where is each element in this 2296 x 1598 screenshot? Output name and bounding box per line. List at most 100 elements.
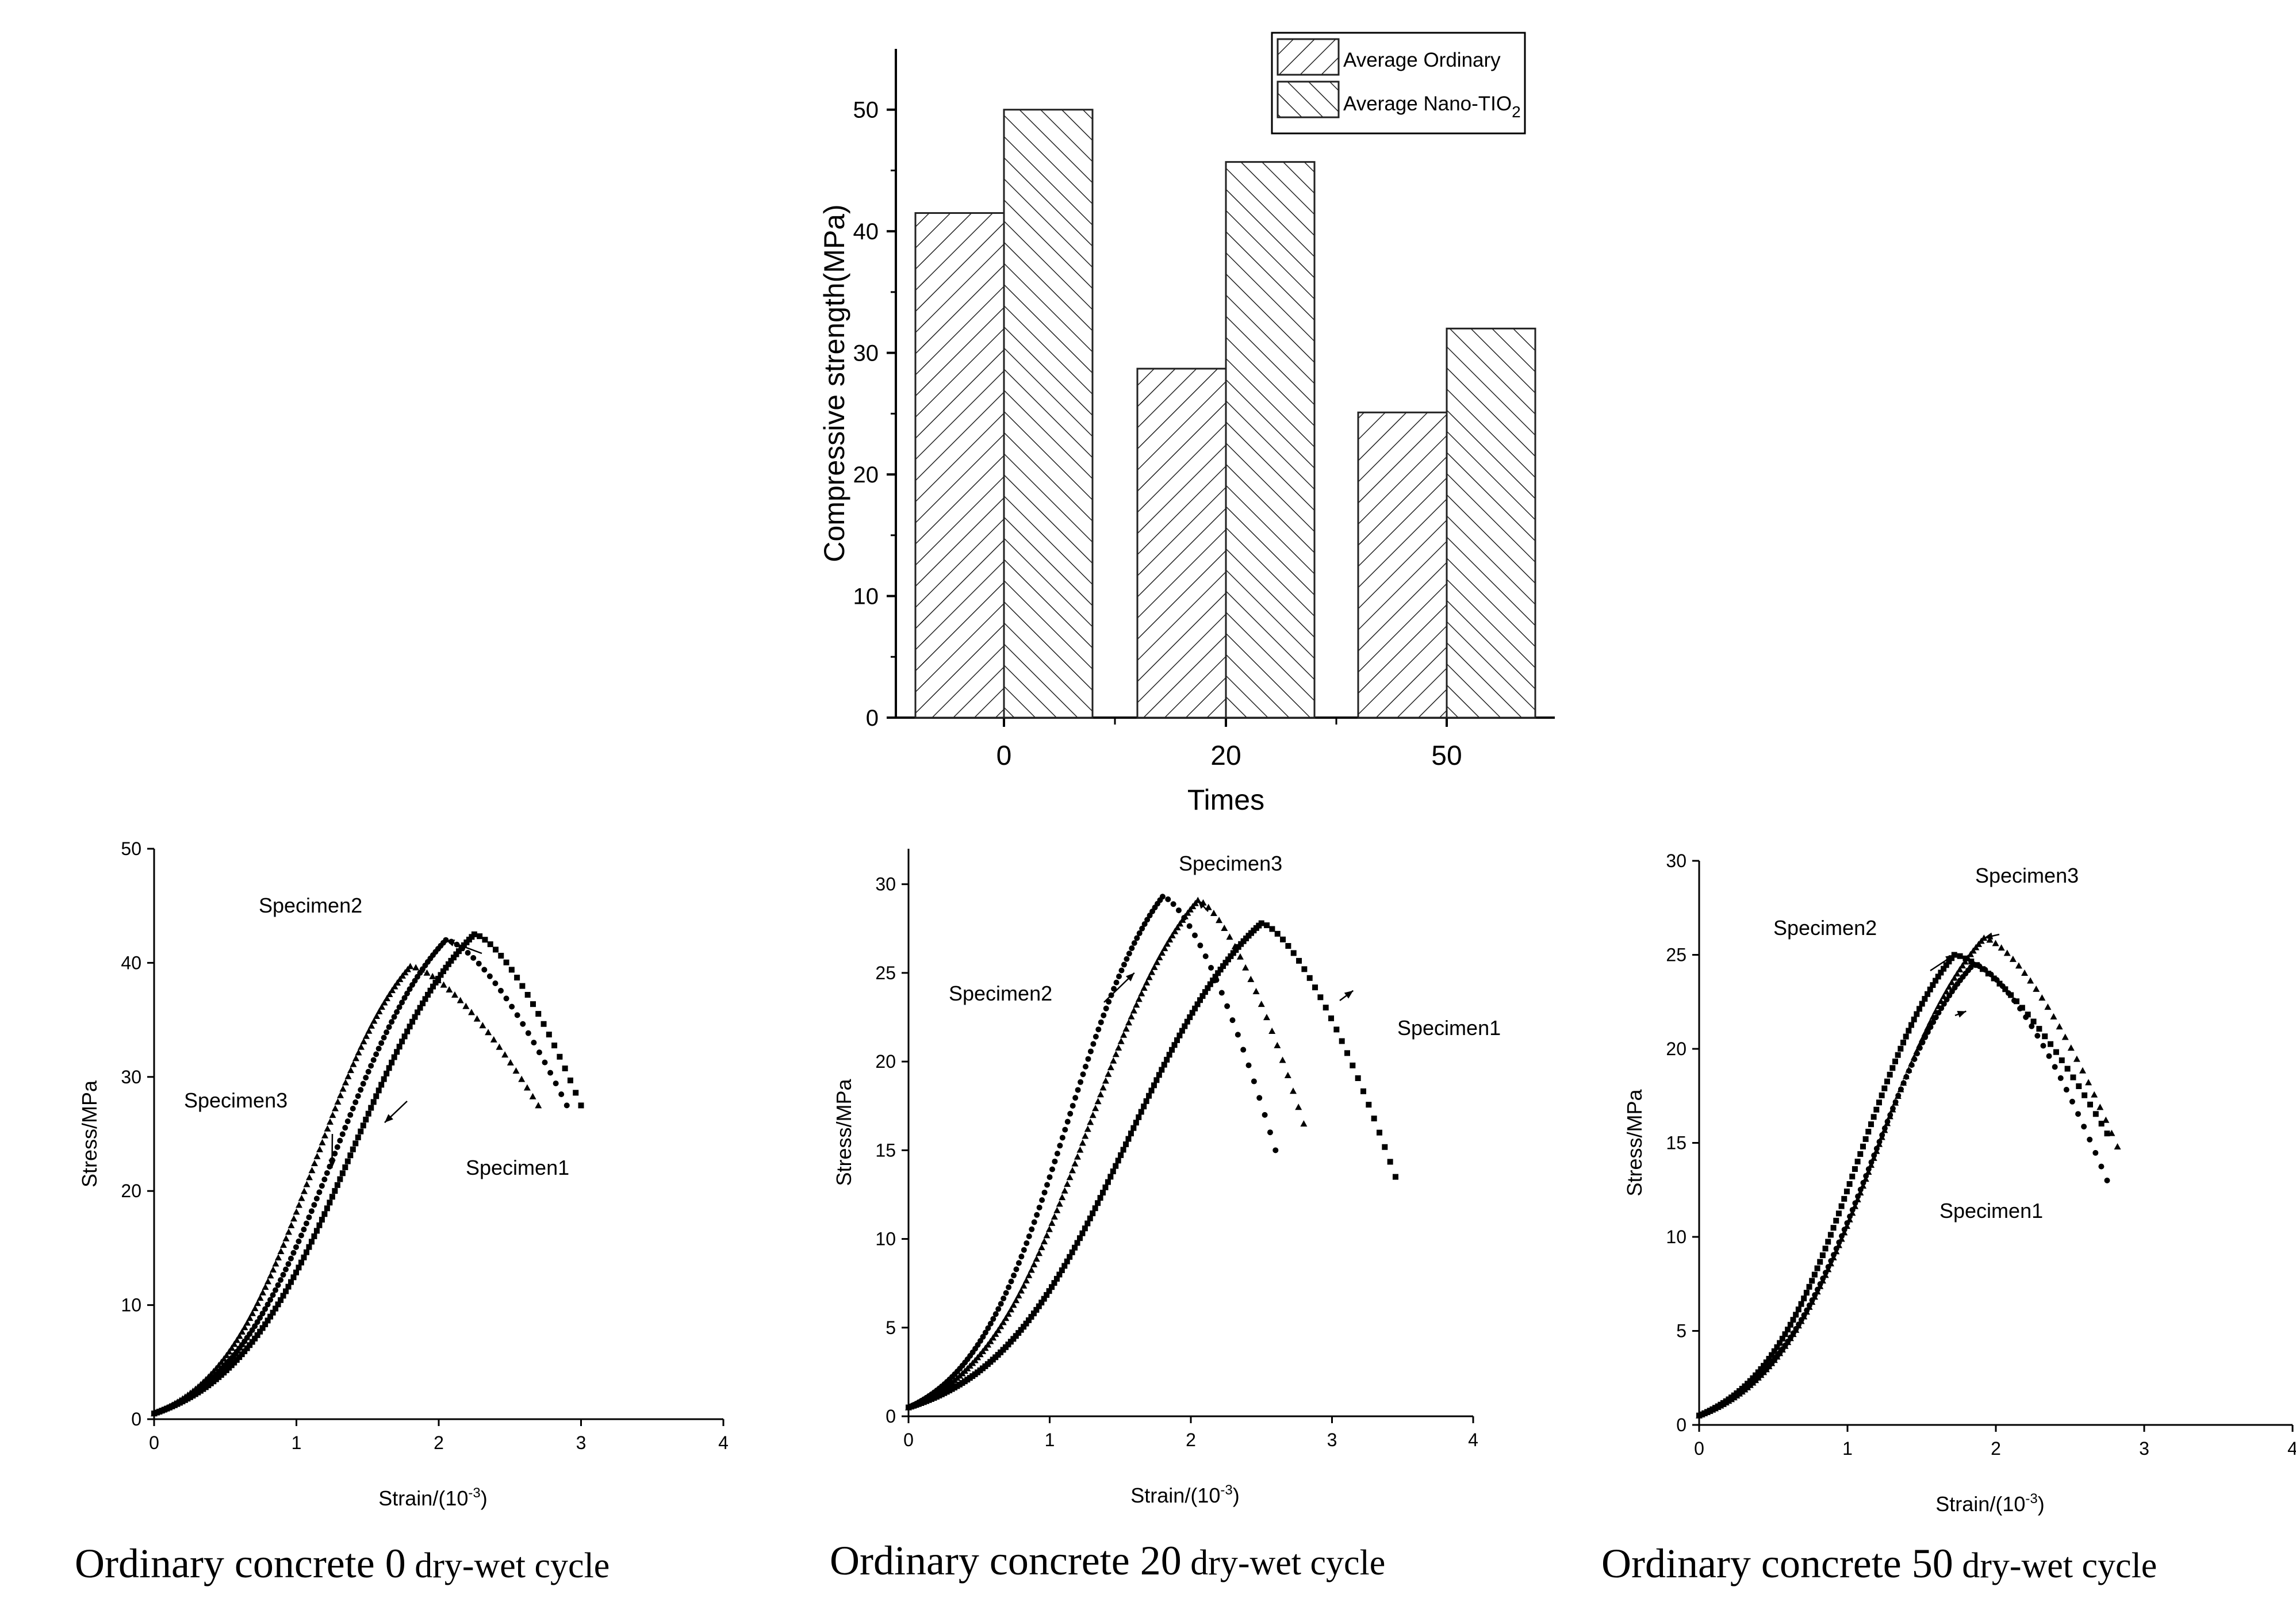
data-point xyxy=(1213,977,1220,983)
data-point xyxy=(270,1266,277,1273)
data-point xyxy=(1387,1159,1393,1165)
data-point xyxy=(1910,1053,1918,1060)
data-point xyxy=(1054,1151,1060,1157)
data-point xyxy=(1830,1254,1837,1260)
data-point xyxy=(1128,1013,1135,1020)
data-point xyxy=(1166,1052,1172,1058)
data-point xyxy=(251,1305,259,1312)
plot2-caption-tail: dry-wet cycle xyxy=(1182,1543,1386,1582)
data-point xyxy=(1873,1106,1880,1113)
data-point xyxy=(519,983,526,989)
data-point xyxy=(1006,1284,1012,1290)
data-point xyxy=(259,1325,266,1331)
data-point xyxy=(1094,1098,1102,1105)
data-point xyxy=(1020,1282,1028,1289)
data-point xyxy=(1092,1105,1099,1112)
data-point xyxy=(296,1201,302,1208)
data-point xyxy=(1366,1102,1372,1108)
data-point xyxy=(311,1202,317,1208)
data-point xyxy=(1918,1036,1926,1043)
data-point xyxy=(1878,1133,1885,1140)
data-point xyxy=(2092,1149,2099,1156)
data-point xyxy=(1785,1327,1791,1333)
data-point xyxy=(446,986,453,992)
data-point xyxy=(1235,1032,1241,1038)
data-point xyxy=(1782,1331,1788,1338)
data-point xyxy=(308,1208,315,1214)
data-point xyxy=(487,941,493,948)
data-point xyxy=(448,957,454,964)
bar-ordinary-20 xyxy=(1136,367,1227,719)
data-point xyxy=(358,1128,364,1135)
data-point xyxy=(1192,1005,1198,1011)
data-point xyxy=(1285,942,1291,949)
data-point xyxy=(246,1315,254,1321)
data-point xyxy=(1240,1047,1247,1053)
data-point xyxy=(2059,1057,2065,1063)
plot3-series-specimen2 xyxy=(1696,952,2110,1419)
data-point xyxy=(1041,1296,1047,1302)
data-point xyxy=(457,997,464,1003)
data-point xyxy=(2021,969,2029,976)
data-point xyxy=(1113,979,1120,986)
data-point xyxy=(1817,1259,1823,1265)
data-point xyxy=(1934,1002,1942,1009)
data-point xyxy=(218,1358,225,1365)
bar-nano-tio2-0 xyxy=(1003,109,1094,719)
data-point xyxy=(265,1317,271,1324)
data-point xyxy=(355,1049,362,1056)
data-point xyxy=(525,1030,531,1036)
data-point xyxy=(321,1177,328,1183)
data-point xyxy=(368,1105,374,1111)
data-point xyxy=(2098,1163,2105,1170)
data-point xyxy=(1143,979,1151,986)
data-point xyxy=(1803,1308,1810,1315)
data-point xyxy=(1870,1154,1877,1161)
data-point xyxy=(1085,1056,1091,1062)
data-point xyxy=(2061,1033,2069,1040)
data-point xyxy=(1900,1040,1907,1046)
data-point xyxy=(1184,1018,1190,1025)
plot1-y-tick-label: 50 xyxy=(121,838,141,859)
data-point xyxy=(344,1158,351,1164)
data-point xyxy=(501,1051,509,1058)
data-point xyxy=(1953,970,1961,977)
plot3-series-specimen1 xyxy=(1696,961,2110,1419)
data-point xyxy=(1044,1182,1051,1188)
data-point xyxy=(1151,1082,1157,1089)
plot3-x-tick-label: 4 xyxy=(2287,1438,2296,1459)
data-point xyxy=(1165,896,1171,902)
data-point xyxy=(523,1084,531,1091)
data-point xyxy=(1873,1147,1880,1154)
data-point xyxy=(384,1070,390,1076)
data-point xyxy=(417,1005,423,1011)
data-point xyxy=(493,946,499,953)
plot1-annotation-specimen3: Specimen3 xyxy=(184,1089,288,1112)
data-point xyxy=(1833,1217,1839,1224)
data-point xyxy=(1084,1220,1091,1227)
data-point xyxy=(1860,1143,1866,1149)
data-point xyxy=(1941,965,1947,972)
data-point xyxy=(399,999,405,1006)
data-point xyxy=(1031,1219,1037,1225)
data-point xyxy=(1118,967,1125,974)
plot3-y-tick-label: 25 xyxy=(1666,945,1686,965)
data-point xyxy=(1392,1174,1398,1180)
data-point xyxy=(375,1087,382,1094)
plot3-y-tick-label: 20 xyxy=(1666,1038,1686,1059)
plot3-annotation-specimen2: Specimen2 xyxy=(1773,916,1877,940)
data-point xyxy=(358,1087,364,1093)
data-point xyxy=(1029,1226,1035,1232)
data-point xyxy=(283,1288,289,1294)
bar-y-tick-label: 0 xyxy=(866,706,879,731)
data-point xyxy=(524,992,531,998)
data-point xyxy=(347,1067,354,1074)
data-point xyxy=(2019,1005,2025,1011)
data-point xyxy=(1267,1129,1273,1136)
data-point xyxy=(1057,1143,1063,1149)
plot3-caption: Ordinary concrete 50 dry-wet cycle xyxy=(1601,1540,2157,1586)
data-point xyxy=(1879,1092,1885,1098)
data-point xyxy=(1835,1210,1842,1217)
plot2-x-tick-label: 4 xyxy=(1468,1430,1478,1450)
data-point xyxy=(1179,916,1186,923)
